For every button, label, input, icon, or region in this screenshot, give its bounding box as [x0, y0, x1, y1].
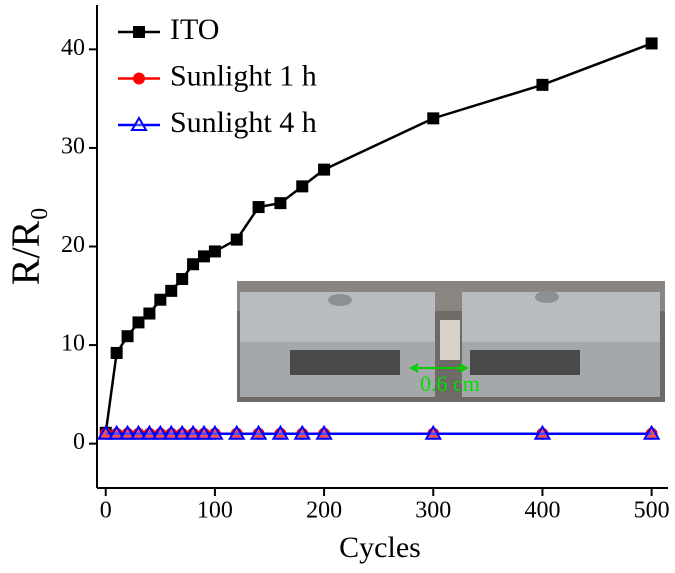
data-point	[208, 245, 221, 258]
data-point	[533, 424, 552, 440]
data-point	[315, 424, 333, 440]
data-point	[318, 163, 331, 176]
legend-marker	[130, 116, 148, 131]
x-axis-label: Cycles	[339, 531, 421, 564]
legend-marker	[133, 26, 145, 38]
x-tick-label: 400	[524, 498, 560, 524]
y-tick-label: 10	[61, 331, 85, 357]
x-tick-label: 0	[100, 498, 112, 524]
data-point	[195, 424, 213, 440]
x-tick-label: 500	[634, 498, 670, 524]
data-point	[187, 258, 200, 271]
data-point	[129, 424, 148, 440]
legend-label: Sunlight 1 h	[170, 59, 317, 92]
data-point	[424, 424, 443, 440]
legend-label: Sunlight 4 h	[170, 106, 317, 139]
data-point	[140, 424, 159, 440]
x-tick-label: 300	[415, 498, 451, 524]
data-point	[154, 293, 167, 306]
legend-label: ITO	[170, 13, 219, 46]
data-point	[121, 330, 134, 343]
legend-marker	[133, 72, 145, 85]
y-tick-label: 0	[73, 429, 85, 455]
data-point	[642, 424, 661, 440]
data-point	[118, 424, 137, 440]
x-tick-label: 100	[197, 498, 233, 524]
data-point	[165, 284, 178, 297]
data-point	[162, 424, 180, 440]
data-point	[197, 250, 210, 263]
y-tick-label: 40	[61, 35, 85, 61]
y-axis-label: R/R₀	[3, 207, 48, 285]
annotation: 0.6 cm	[420, 371, 480, 396]
data-point	[271, 424, 290, 440]
data-point	[184, 424, 202, 440]
data-point	[151, 424, 170, 440]
data-point	[252, 201, 265, 214]
data-point	[228, 424, 246, 440]
data-point	[274, 197, 287, 210]
x-tick-label: 200	[306, 498, 342, 524]
data-point	[536, 78, 549, 91]
data-point	[206, 424, 224, 440]
data-point	[110, 346, 123, 359]
data-point	[132, 316, 145, 329]
data-point	[96, 424, 115, 440]
y-tick-label: 20	[61, 232, 85, 258]
data-point	[176, 273, 189, 286]
data-point	[107, 424, 126, 440]
data-point	[230, 233, 243, 246]
data-point	[249, 424, 268, 440]
data-point	[143, 307, 156, 320]
inset-photo: 0.6 cm	[237, 281, 665, 402]
data-point	[427, 112, 440, 125]
data-point	[293, 424, 311, 440]
y-tick-label: 30	[61, 133, 85, 159]
data-point	[296, 180, 309, 193]
data-point	[173, 424, 191, 440]
data-point	[645, 37, 658, 50]
